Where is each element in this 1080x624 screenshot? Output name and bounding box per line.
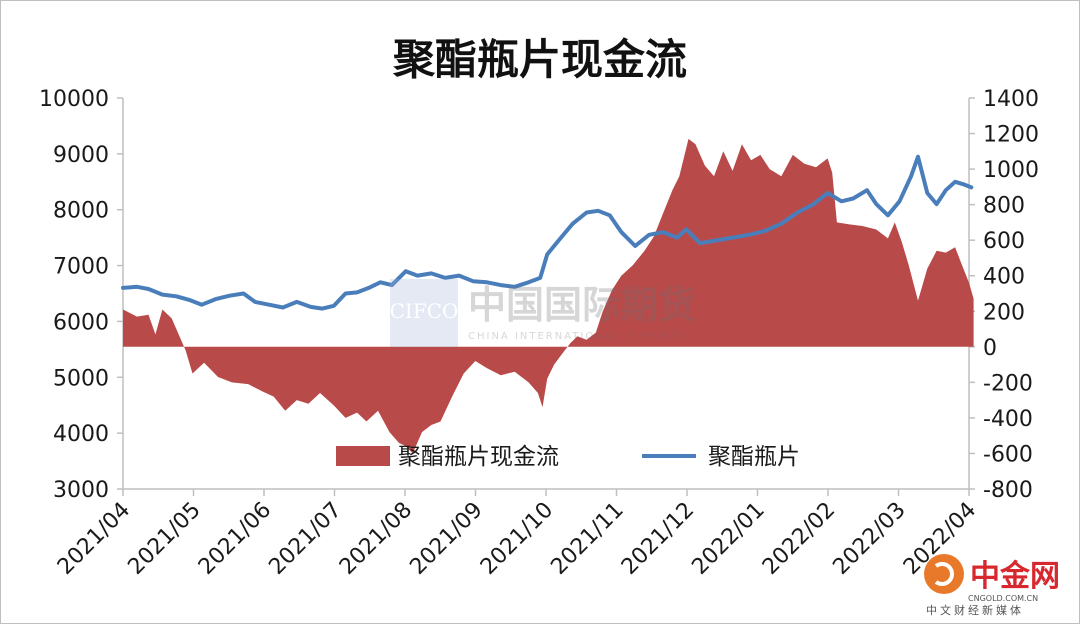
x-tick-label: 2021/04 xyxy=(53,498,135,580)
legend-label-line: 聚酯瓶片 xyxy=(708,444,800,470)
left-tick-label: 10000 xyxy=(39,87,109,112)
legend: 聚酯瓶片现金流 聚酯瓶片 xyxy=(336,444,800,470)
chart-title: 聚酯瓶片现金流 xyxy=(392,35,687,84)
right-tick-label: 1200 xyxy=(983,123,1039,148)
x-tick-label: 2021/05 xyxy=(123,498,205,580)
left-tick-label: 7000 xyxy=(53,255,109,280)
legend-swatch-area xyxy=(336,446,390,466)
x-tick-label: 2021/07 xyxy=(264,498,346,580)
left-tick-label: 8000 xyxy=(53,199,109,224)
x-tick-label: 2021/08 xyxy=(335,498,417,580)
x-tick-label: 2021/09 xyxy=(405,498,487,580)
price-line xyxy=(121,154,974,311)
left-tick-label: 4000 xyxy=(53,422,109,447)
right-tick-label: -200 xyxy=(983,371,1033,396)
left-tick-label: 5000 xyxy=(53,366,109,391)
x-tick-label: 2021/10 xyxy=(476,498,558,580)
right-tick-label: 1000 xyxy=(983,158,1039,183)
cngold-logo: 中金网 CNGOLD.COM.CN 中文财经新媒体 xyxy=(924,554,1060,617)
watermark-cn: 中国国际期货 xyxy=(468,283,696,327)
right-tick-label: 400 xyxy=(983,265,1025,290)
right-tick-label: 800 xyxy=(983,194,1025,219)
x-tick-label: 2022/01 xyxy=(687,498,769,580)
x-tick-label: 2021/06 xyxy=(194,498,276,580)
cngold-logo-domain: CNGOLD.COM.CN xyxy=(968,594,1038,603)
price-line-series xyxy=(121,154,974,311)
x-tick-label: 2022/03 xyxy=(828,498,910,580)
right-tick-label: 0 xyxy=(983,336,997,361)
watermark-sub: CHINA INTERNATIONAL FUTURES xyxy=(468,331,686,342)
cash-flow-area-series xyxy=(123,138,974,454)
x-tick-label: 2021/12 xyxy=(617,498,699,580)
right-tick-label: -600 xyxy=(983,442,1033,467)
cngold-logo-name: 中金网 xyxy=(970,559,1060,594)
cash-flow-area xyxy=(123,138,974,454)
cngold-logo-mark xyxy=(924,554,964,594)
x-tick-label: 2021/11 xyxy=(546,498,628,580)
right-tick-label: -400 xyxy=(983,407,1033,432)
watermark-latin: CIFCO xyxy=(390,299,459,323)
cngold-logo-swirl xyxy=(934,562,954,586)
right-tick-label: 600 xyxy=(983,229,1025,254)
right-tick-label: 1400 xyxy=(983,87,1039,112)
left-tick-label: 6000 xyxy=(53,310,109,335)
legend-label-area: 聚酯瓶片现金流 xyxy=(398,444,559,470)
right-tick-label: 200 xyxy=(983,300,1025,325)
left-tick-label: 3000 xyxy=(53,478,109,503)
x-tick-label: 2022/02 xyxy=(758,498,840,580)
right-tick-label: -800 xyxy=(983,478,1033,503)
watermark-logo-block xyxy=(390,279,458,347)
cngold-logo-tagline: 中文财经新媒体 xyxy=(926,603,1024,617)
watermark: CIFCO 中国国际期货 CHINA INTERNATIONAL FUTURES xyxy=(390,279,696,347)
left-tick-label: 9000 xyxy=(53,143,109,168)
